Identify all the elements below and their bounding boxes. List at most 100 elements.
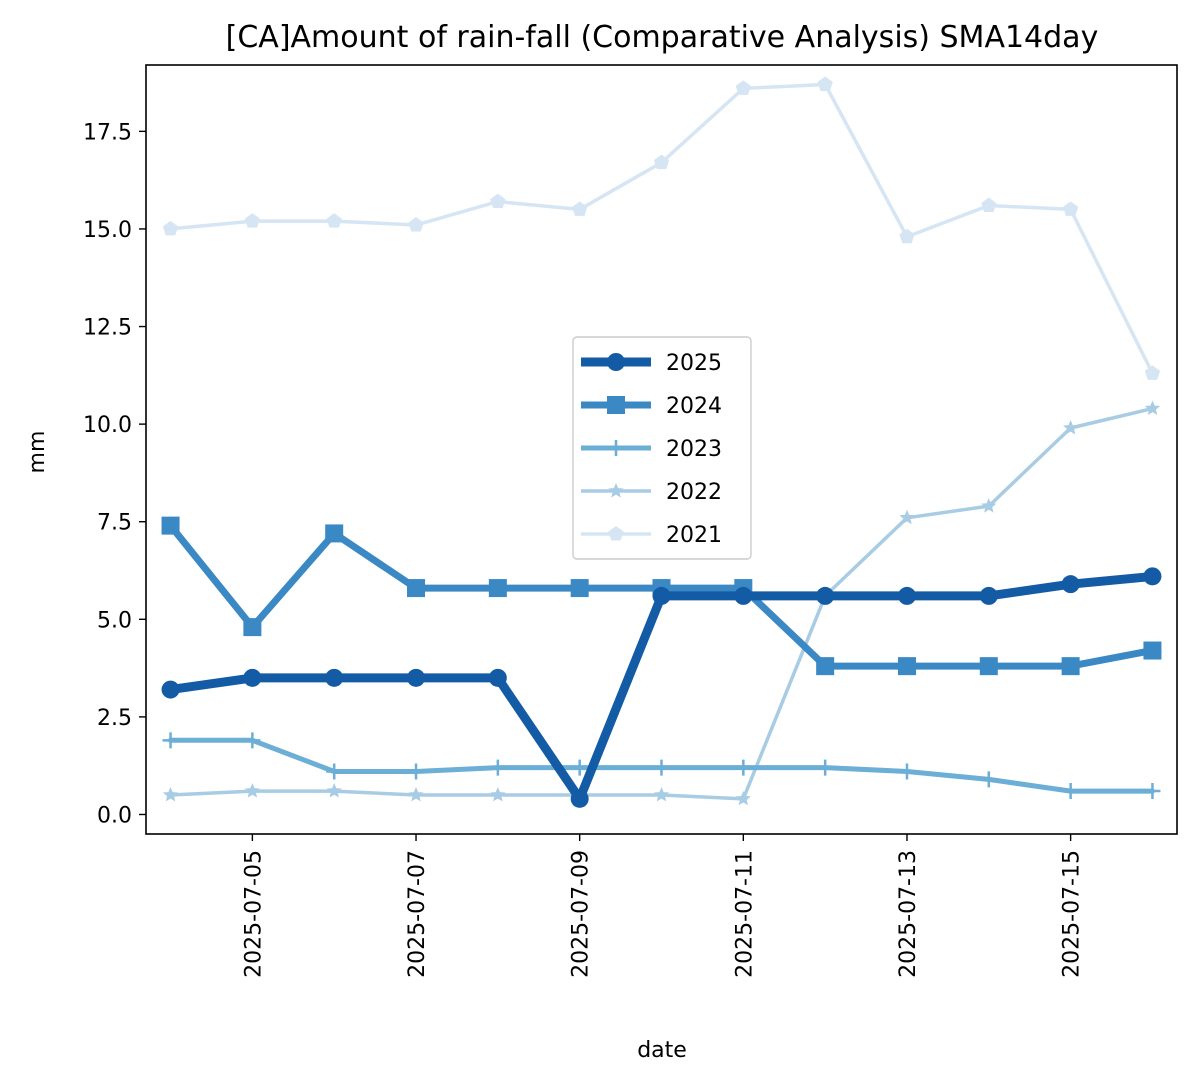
x-tick-label: 2025-07-15 <box>1060 850 1085 978</box>
data-point-2024 <box>243 618 262 637</box>
x-tick-label: 2025-07-11 <box>732 850 757 978</box>
data-point-2022 <box>244 783 260 798</box>
y-tick-label: 17.5 <box>83 120 132 145</box>
data-point-2024 <box>979 657 998 676</box>
data-point-2021 <box>408 217 424 232</box>
x-axis-label: date <box>637 1038 687 1063</box>
axes: 0.0 2.5 5.0 7.5 10.0 12.5 15.0 17.5 2025-07-05 20… <box>83 64 1178 978</box>
data-point-2023 <box>326 763 343 780</box>
legend-swatch-marker <box>608 483 624 498</box>
data-point-2025 <box>979 586 998 605</box>
legend: 2025 2024 2023 2022 2021 <box>572 336 752 560</box>
data-point-2023 <box>408 763 425 780</box>
series-line-2021 <box>168 82 1155 376</box>
data-point-2024 <box>897 657 916 676</box>
data-point-2022 <box>899 509 915 525</box>
y-tick-label: 5.0 <box>97 608 132 633</box>
legend-swatch-marker <box>608 440 624 456</box>
data-point-2025 <box>652 586 671 605</box>
y-tick-label: 15.0 <box>83 218 132 243</box>
data-point-2023 <box>1144 783 1161 800</box>
chart-title: [CA]Amount of rain-fall (Comparative Ana… <box>226 20 1099 55</box>
data-point-2021 <box>572 201 588 216</box>
legend-label: 2023 <box>666 437 722 462</box>
x-tick-label: 2025-07-13 <box>896 850 921 978</box>
data-point-2023 <box>162 732 179 749</box>
data-point-2025 <box>816 586 835 605</box>
legend-label: 2025 <box>666 351 722 376</box>
data-point-2022 <box>490 787 506 802</box>
data-point-2021 <box>735 80 751 95</box>
data-point-2023 <box>898 763 915 780</box>
legend-swatch-marker <box>607 353 625 371</box>
data-point-2021 <box>490 193 506 209</box>
data-point-2025 <box>407 668 426 687</box>
data-point-2025 <box>1143 567 1162 586</box>
data-point-2022 <box>735 790 751 806</box>
data-point-2021 <box>326 213 342 228</box>
data-point-2023 <box>244 732 261 749</box>
series-2025 <box>161 567 1162 808</box>
data-point-2025 <box>734 586 753 605</box>
data-point-2025 <box>488 668 507 687</box>
y-tick-label: 7.5 <box>97 511 132 536</box>
legend-entry-2025: 2025 <box>581 351 722 376</box>
data-point-2022 <box>326 783 342 798</box>
data-point-2025 <box>1061 575 1080 594</box>
data-point-2025 <box>897 586 916 605</box>
data-point-2021 <box>899 228 915 244</box>
y-axis-label: mm <box>25 431 50 474</box>
data-point-2023 <box>980 771 997 788</box>
legend-entry-2024: 2024 <box>581 394 722 419</box>
data-point-2022 <box>981 498 997 513</box>
legend-entry-2023: 2023 <box>581 437 722 462</box>
legend-entry-2022: 2022 <box>581 480 722 505</box>
series-2023 <box>162 732 1161 800</box>
data-point-2021 <box>817 76 833 91</box>
data-point-2024 <box>1143 641 1162 660</box>
data-point-2025 <box>570 789 589 808</box>
legend-label: 2024 <box>666 394 722 419</box>
data-point-2023 <box>817 759 834 776</box>
data-point-2023 <box>653 759 670 776</box>
data-point-2021 <box>244 213 260 228</box>
x-tick-label: 2025-07-09 <box>569 850 594 978</box>
data-point-2025 <box>325 668 344 687</box>
data-point-2023 <box>571 759 588 776</box>
legend-box <box>572 336 752 560</box>
data-point-2021 <box>162 220 179 236</box>
legend-swatch-marker <box>608 526 624 541</box>
data-point-2024 <box>488 579 507 598</box>
axes-frame <box>145 64 1178 835</box>
data-point-2024 <box>570 579 589 598</box>
data-point-2023 <box>735 759 752 776</box>
data-point-2024 <box>816 657 835 676</box>
y-tick-label: 0.0 <box>97 803 132 828</box>
data-point-2022 <box>408 787 424 802</box>
data-point-2023 <box>1062 783 1079 800</box>
data-point-2024 <box>1061 657 1080 676</box>
data-point-2024 <box>325 524 344 543</box>
data-point-2021 <box>653 154 670 170</box>
data-point-2025 <box>243 668 262 687</box>
data-point-2024 <box>161 516 180 535</box>
data-point-2022 <box>1144 400 1161 415</box>
x-tick-label: 2025-07-05 <box>241 850 266 978</box>
legend-swatch-marker <box>607 396 625 414</box>
data-point-2024 <box>407 579 426 598</box>
data-point-2025 <box>161 680 180 699</box>
data-point-2021 <box>1144 365 1161 380</box>
y-tick-label: 12.5 <box>83 316 132 341</box>
data-point-2022 <box>653 787 670 802</box>
y-tick-label: 10.0 <box>83 413 132 438</box>
x-tick-label: 2025-07-07 <box>405 850 430 978</box>
data-point-2022 <box>162 787 179 802</box>
data-point-2021 <box>1063 201 1079 216</box>
data-point-2021 <box>981 197 997 212</box>
legend-label: 2022 <box>666 480 722 505</box>
data-point-2022 <box>1063 420 1079 435</box>
series-2021 <box>162 76 1161 380</box>
y-tick-label: 2.5 <box>97 706 132 731</box>
data-point-2023 <box>489 759 506 776</box>
